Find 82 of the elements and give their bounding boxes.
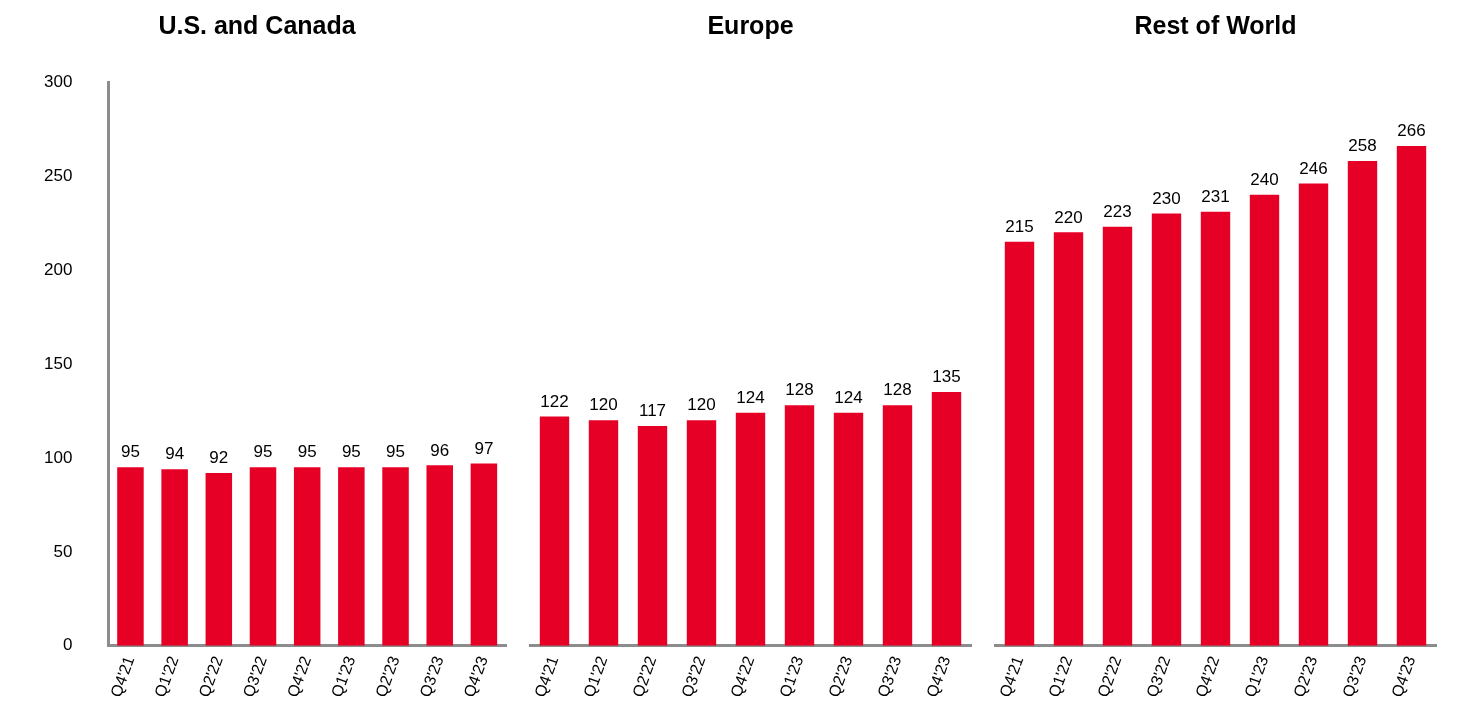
data-label: 95	[341, 442, 361, 462]
x-tick-label: Q4'21	[107, 653, 138, 700]
data-label: 135	[932, 367, 961, 387]
chart-title: Rest of World	[1134, 10, 1297, 39]
x-tick-label: Q3'22	[239, 653, 270, 700]
data-label: 94	[165, 444, 185, 464]
y-tick-label: 300	[43, 71, 73, 91]
x-tick-label: Q4'22	[1192, 653, 1223, 700]
bar	[1102, 226, 1133, 646]
data-label: 122	[540, 391, 569, 411]
data-label: 128	[883, 380, 912, 400]
bar	[882, 405, 913, 646]
data-label: 92	[209, 448, 229, 468]
data-label: 95	[386, 442, 406, 462]
x-tick-label: Q3'23	[1339, 653, 1370, 700]
y-tick-label: 150	[43, 353, 73, 373]
data-label: 220	[1054, 207, 1083, 227]
chart-title: U.S. and Canada	[158, 10, 357, 39]
x-tick-label: Q1'23	[1241, 653, 1272, 700]
bar	[686, 420, 717, 646]
data-label: 230	[1152, 188, 1181, 208]
data-label: 120	[589, 395, 618, 415]
bar	[833, 412, 864, 646]
data-label: 215	[1005, 216, 1034, 236]
data-label: 120	[687, 395, 716, 415]
y-tick-label: 0	[62, 635, 73, 655]
bar	[784, 405, 815, 646]
data-label: 266	[1397, 121, 1426, 141]
data-label: 96	[430, 440, 450, 460]
x-tick-label: Q4'22	[727, 653, 758, 700]
y-tick-label: 200	[43, 259, 73, 279]
x-tick-label: Q3'22	[1143, 653, 1174, 700]
x-tick-label: Q3'23	[416, 653, 447, 700]
data-label: 246	[1299, 158, 1328, 178]
y-tick-label: 250	[43, 165, 73, 185]
x-tick-label: Q2'23	[372, 653, 403, 700]
x-tick-label: Q1'23	[327, 653, 359, 700]
x-tick-label: Q2'22	[195, 653, 226, 700]
data-label: 231	[1201, 186, 1230, 206]
data-label: 124	[736, 387, 765, 407]
y-tick-label: 100	[43, 447, 73, 467]
y-tick-label: 50	[53, 541, 73, 561]
x-tick-label: Q4'21	[531, 653, 562, 700]
bar	[1004, 241, 1035, 646]
x-tick-label: Q4'22	[283, 653, 315, 700]
data-label: 95	[120, 442, 140, 462]
x-tick-label: Q4'23	[460, 653, 491, 700]
x-tick-label: Q1'22	[1045, 653, 1076, 700]
data-label: 97	[474, 438, 494, 458]
x-tick-label: Q1'22	[580, 653, 611, 700]
bar	[1249, 194, 1280, 646]
x-tick-label: Q1'22	[151, 653, 182, 700]
x-tick-label: Q2'22	[1094, 653, 1125, 700]
x-tick-label: Q2'23	[825, 653, 856, 700]
data-label: 128	[785, 380, 814, 400]
x-tick-label: Q4'23	[923, 653, 954, 700]
data-label: 240	[1250, 169, 1279, 189]
data-label: 95	[253, 442, 273, 462]
x-tick-label: Q4'21	[996, 653, 1027, 700]
data-label: 95	[297, 442, 317, 462]
data-label: 223	[1103, 201, 1132, 221]
x-tick-label: Q3'23	[874, 653, 905, 700]
x-tick-label: Q2'23	[1290, 653, 1321, 700]
data-label: 124	[834, 387, 863, 407]
bar	[539, 416, 570, 646]
bar	[1200, 211, 1231, 646]
bar	[1396, 145, 1427, 646]
bar	[1298, 183, 1329, 646]
chart-title: Europe	[707, 10, 794, 39]
x-tick-label: Q2'22	[629, 653, 660, 700]
bar	[1053, 232, 1084, 646]
bar	[1151, 213, 1182, 646]
bar	[1347, 160, 1378, 646]
data-label: 258	[1348, 136, 1377, 156]
bar	[931, 392, 962, 646]
bar	[637, 425, 668, 646]
bar	[588, 420, 619, 646]
data-label: 117	[638, 401, 667, 421]
x-tick-label: Q1'23	[776, 653, 807, 700]
bar	[735, 412, 766, 646]
x-tick-label: Q4'23	[1388, 653, 1419, 700]
x-tick-label: Q3'22	[678, 653, 709, 700]
